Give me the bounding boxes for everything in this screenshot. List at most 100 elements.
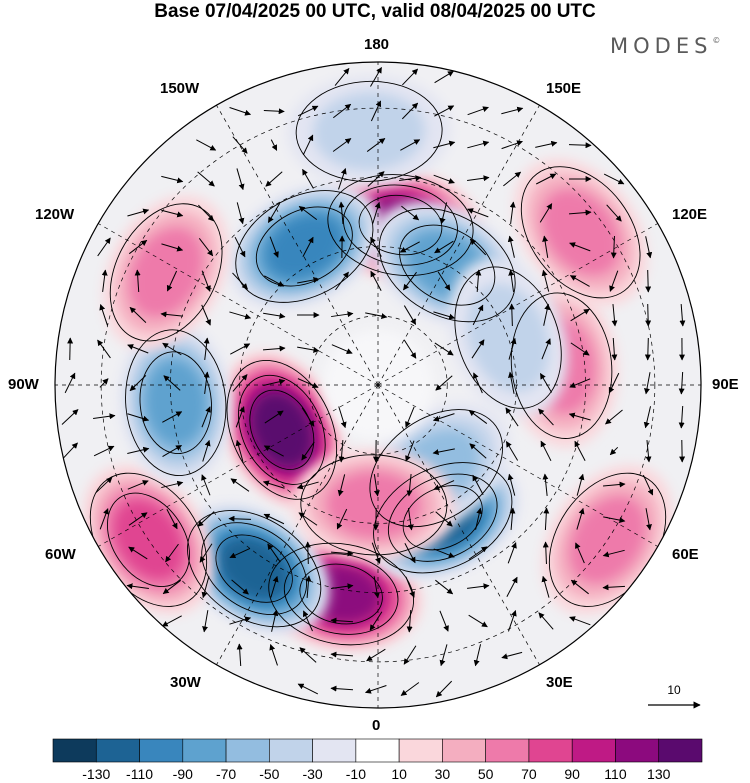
colorbar-tick-label: -10 [345,766,366,782]
wind-arrow [162,579,182,595]
wind-arrow [338,201,345,225]
wind-arrow [297,378,319,388]
contour-line [268,542,415,646]
wind-arrow [128,546,148,560]
wind-arrow [433,480,455,490]
wind-arrow [201,304,211,326]
wind-arrow [267,543,281,563]
wind-arrow [568,412,591,421]
wind-arrow [678,405,685,429]
wind-arrow [338,406,347,429]
colorbar-tick-label: -90 [172,766,193,782]
wind-arrow [334,67,350,86]
contour-line [237,374,326,485]
wind-arrow [606,204,622,222]
colorbar-swatch [571,738,616,763]
wind-arrow [439,644,448,667]
wind-arrow [271,609,279,632]
wind-arrow [608,372,620,394]
logo-mark: © [712,36,721,45]
contour-line [402,485,483,551]
wind-arrow [127,446,150,455]
wind-arrow [471,339,485,359]
colorbar-swatch [95,738,140,763]
wind-arrow [433,140,456,149]
wind-arrow [330,617,354,624]
parallel [308,315,448,455]
lon-label-30w: 30W [170,674,201,691]
wind-arrow [508,269,515,292]
wind-arrow [129,306,147,323]
wind-arrow [469,238,487,256]
wind-arrow [338,439,345,463]
wind-arrow [162,411,183,423]
wind-arrow [467,106,489,116]
wind-arrow [128,239,148,255]
wind-arrow [467,583,490,590]
anomaly-level [466,283,550,392]
wind-arrow [568,209,592,216]
wind-arrow [366,648,386,662]
wind-arrow [541,338,551,360]
wind-arrow [543,507,550,531]
anomaly-field [83,75,673,651]
wind-arrow [263,312,286,319]
wind-arrow [435,511,453,527]
colorbar-swatch [312,738,357,763]
colorbar-tick-label: -70 [215,766,237,782]
wind-arrow [333,103,352,119]
wind-arrow [235,406,245,428]
contour-line [358,194,443,256]
wind-arrow [568,142,592,149]
wind-arrow [232,374,248,392]
wind-arrow [467,208,489,218]
wind-arrow [472,474,484,495]
wind-arrow [467,140,490,149]
wind-arrow [541,575,550,598]
wind-arrow [405,576,415,598]
wind-arrow [264,410,284,424]
wind-arrow [473,372,483,394]
lon-label-90e: 90E [712,376,739,393]
colorbar-tick-label: -50 [259,766,280,782]
wind-arrow [163,375,181,391]
colorbar-swatch [225,738,270,763]
wind-arrow [373,474,380,497]
wind-arrow [569,275,590,287]
wind-arrow [539,203,553,223]
wind-arrow [509,507,516,531]
wind-arrow [61,409,79,425]
wind-arrow [296,481,319,490]
wind-arrow [400,682,420,696]
contour-line [399,224,496,306]
contour-line [387,473,498,562]
wind-arrow [644,372,651,395]
wind-arrow [434,70,454,84]
contour-line [373,462,513,574]
wind-arrow [127,413,150,422]
wind-arrow [468,410,488,424]
wind-arrow [263,378,286,387]
wind-arrow [435,579,454,595]
wind-arrow [435,375,453,391]
contour-line [520,166,641,299]
wind-arrow [403,305,417,325]
meridian [377,105,540,386]
wind-arrow [62,442,78,460]
wind-arrow [129,374,147,392]
wind-arrow [602,584,626,591]
meridian [216,105,379,386]
wind-arrow [569,616,591,626]
wind-arrow [371,542,381,564]
wind-arrow [99,378,109,388]
wind-arrow [201,406,211,428]
wind-arrow [401,205,420,221]
contour-line [343,184,458,266]
wind-arrow [270,575,279,598]
wind-arrow [433,311,456,320]
contour-line [454,266,562,409]
wind-arrow [203,371,210,394]
wind-arrow [435,680,453,698]
wind-arrow [609,446,619,456]
